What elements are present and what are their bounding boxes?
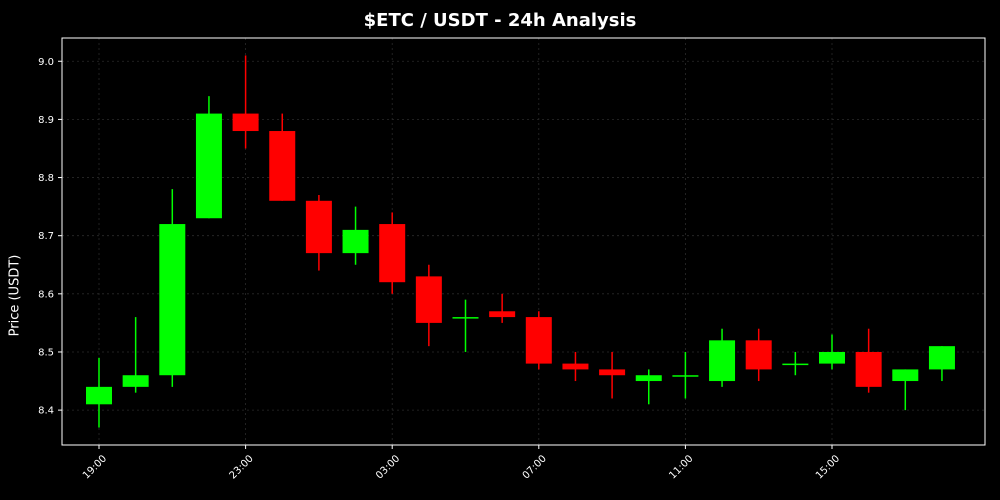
x-tick-label: 11:00 (667, 453, 695, 481)
candle-body-down (489, 311, 516, 318)
y-tick-label: 8.9 (38, 115, 54, 126)
y-tick-label: 8.8 (38, 173, 54, 184)
candle-body-up (672, 375, 699, 377)
candle-body-up (452, 317, 479, 319)
candle-body-down (269, 131, 296, 201)
axes-frame (61, 37, 986, 446)
candle-body-up (892, 369, 919, 382)
chart-title: $ETC / USDT - 24h Analysis (363, 10, 637, 31)
candle-body-up (159, 224, 186, 376)
x-tick-label: 07:00 (521, 453, 549, 481)
candle-body-up (195, 113, 222, 219)
candle-body-down (562, 363, 589, 370)
x-tick-label: 23:00 (228, 453, 256, 481)
candle-body-down (525, 317, 552, 364)
y-tick-label: 8.5 (38, 347, 54, 358)
candle-body-up (342, 229, 369, 254)
candle-body-up (635, 375, 662, 382)
candle-body-up (709, 340, 736, 382)
plot-area (62, 38, 985, 445)
candle-body-down (232, 113, 259, 132)
y-tick-label: 8.7 (38, 231, 54, 242)
candle-body-down (599, 369, 626, 376)
y-tick-label: 8.4 (38, 406, 54, 417)
y-tick-label: 9.0 (38, 57, 54, 68)
candle-body-up (928, 346, 955, 370)
candle-body-up (86, 386, 112, 405)
x-tick-label: 19:00 (81, 453, 109, 481)
candle-body-up (782, 363, 809, 366)
candle-body-down (745, 340, 772, 370)
candle-body-down (415, 276, 442, 323)
candle-body-down (305, 200, 332, 254)
y-tick-label: 8.6 (38, 289, 54, 300)
candle-body-up (819, 351, 845, 364)
candle-body-down (379, 224, 406, 283)
x-tick-label: 15:00 (814, 453, 842, 481)
candle-body-up (122, 375, 149, 387)
candle-body-down (855, 351, 882, 387)
x-tick-label: 03:00 (374, 453, 402, 481)
